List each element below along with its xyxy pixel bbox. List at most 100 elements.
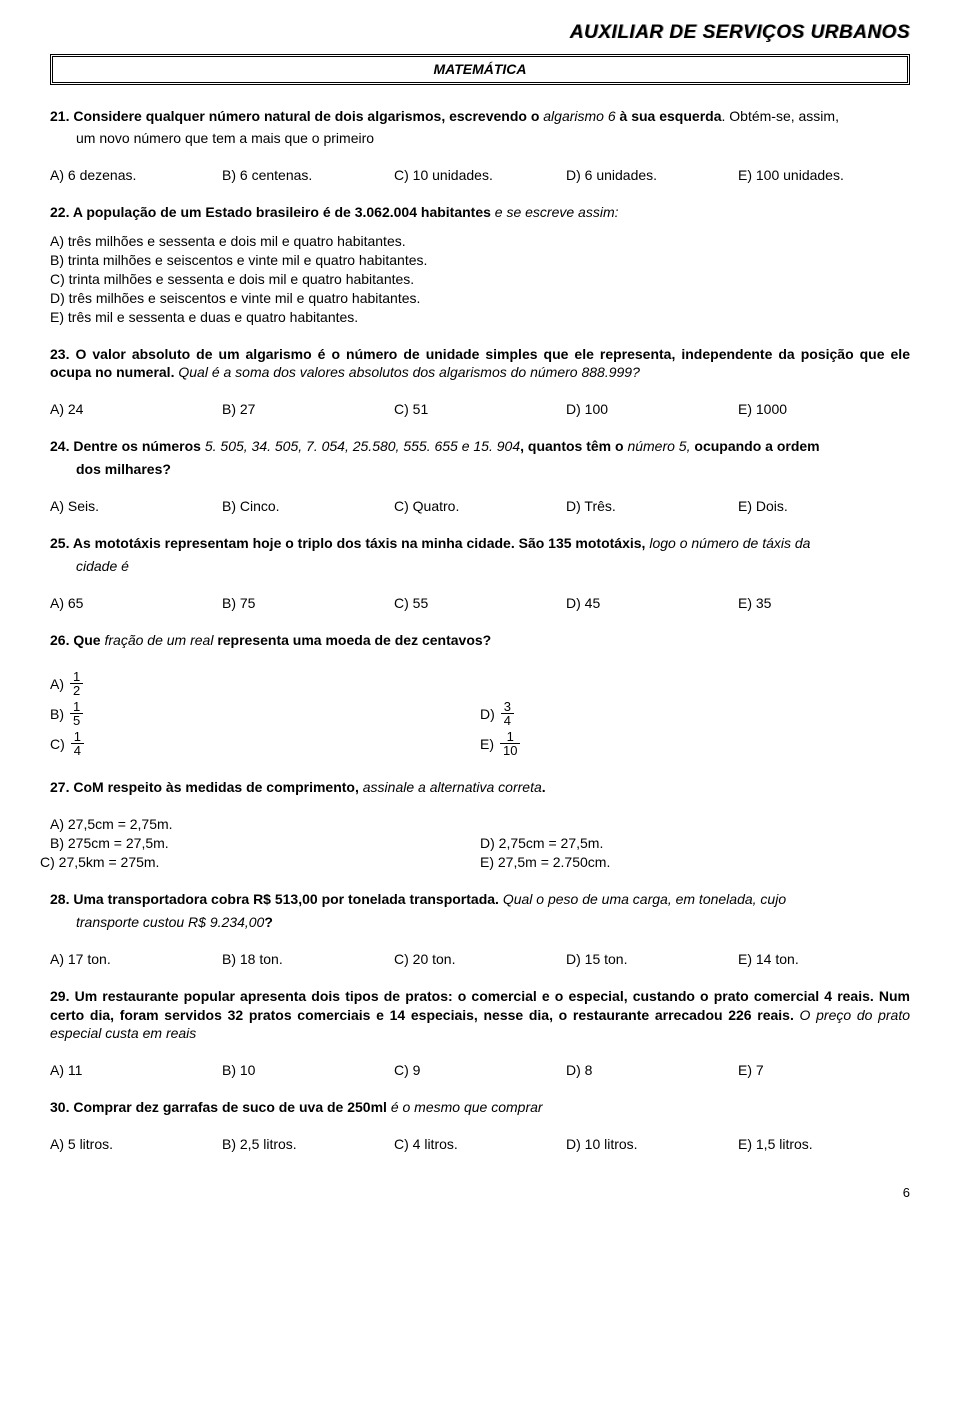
q21-num: 21. [50,108,69,124]
q23-c: C) 51 [394,400,566,419]
q25-e: E) 35 [738,594,910,613]
q21-t1c: . Obtém-se, assim, [721,108,838,124]
question-22: 22. A população de um Estado brasileiro … [50,203,910,326]
q27-num: 27. [50,779,69,795]
q29-b1: Um restaurante popular apresenta dois ti… [50,988,910,1023]
q22-i1: e se escreve assim: [491,204,619,220]
q26-bd: 5 [70,714,83,727]
q22-c: C) trinta milhões e sessenta e dois mil … [50,270,910,289]
subject-label: MATEMÁTICA [433,61,526,77]
q30-a: A) 5 litros. [50,1135,222,1154]
q24-i1: 5. 505, 34. 505, 7. 054, 25.580, 555. 65… [201,438,520,454]
q30-i1: é o mesmo que comprar [387,1099,543,1115]
q25-d: D) 45 [566,594,738,613]
q25-b: B) 75 [222,594,394,613]
q30-d: D) 10 litros. [566,1135,738,1154]
q24-indent: dos milhares? [50,460,910,479]
q22-e: E) três mil e sessenta e duas e quatro h… [50,308,910,327]
q26-e-frac: 110 [500,730,520,757]
q29-c: C) 9 [394,1061,566,1080]
question-27: 27. CoM respeito às medidas de comprimen… [50,778,910,797]
q28-indent: transporte custou R$ 9.234,00 [76,914,264,930]
q25-i1: logo o número de táxis da [645,535,810,551]
q26-cn: 1 [71,730,84,744]
q27-b: B) 275cm = 27,5m. [50,834,480,853]
q25-indent: cidade é [50,557,910,576]
q26-b1: Que [69,632,100,648]
q21-c: C) 10 unidades. [394,166,566,185]
q29-b: B) 10 [222,1061,394,1080]
q21-a: A) 6 dezenas. [50,166,222,185]
q28-options: A) 17 ton. B) 18 ton. C) 20 ton. D) 15 t… [50,950,910,969]
q26-b-frac: 15 [70,700,83,727]
q26-b2: representa uma moeda de dez centavos? [213,632,491,648]
q23-i1: Qual é a soma dos valores absolutos dos … [174,364,639,380]
q28-c: C) 20 ton. [394,950,566,969]
q23-a: A) 24 [50,400,222,419]
question-24: 24. Dentre os números 5. 505, 34. 505, 7… [50,437,910,479]
q24-b2: , quantos têm o [520,438,623,454]
q23-b: B) 27 [222,400,394,419]
q30-num: 30. [50,1099,69,1115]
q22-t1: A população de um Estado brasileiro é de… [69,204,490,220]
q27-a: A) 27,5cm = 2,75m. [50,815,480,834]
q24-c: C) Quatro. [394,497,566,516]
q30-e: E) 1,5 litros. [738,1135,910,1154]
q21-b1b: sua esquerda [627,108,721,124]
q28-d: D) 15 ton. [566,950,738,969]
q21-t1: Considere qualquer número natural de doi… [73,108,539,124]
q29-d: D) 8 [566,1061,738,1080]
q24-b: B) Cinco. [222,497,394,516]
q25-num: 25. [50,535,69,551]
q27-b2: . [542,779,546,795]
page-number: 6 [50,1184,910,1202]
question-28: 28. Uma transportadora cobra R$ 513,00 p… [50,890,910,932]
q21-indent: um novo número que tem a mais que o prim… [50,129,910,148]
question-23: 23. O valor absoluto de um algarismo é o… [50,345,910,383]
q24-e: E) Dois. [738,497,910,516]
q23-e: E) 1000 [738,400,910,419]
q25-c: C) 55 [394,594,566,613]
q26-cd: 4 [71,744,84,757]
q25-a: A) 65 [50,594,222,613]
q24-a: A) Seis. [50,497,222,516]
q26-d: D) 34 [480,700,910,727]
q30-options: A) 5 litros. B) 2,5 litros. C) 4 litros.… [50,1135,910,1154]
q26-a: A) 12 [50,670,480,697]
q27-i1: assinale a alternativa correta [359,779,542,795]
q24-b3: ocupando a ordem [691,438,820,454]
q29-a: A) 11 [50,1061,222,1080]
q27-options: A) 27,5cm = 2,75m. B) 275cm = 27,5m. C) … [50,815,910,872]
question-26: 26. Que fração de um real representa uma… [50,631,910,650]
q28-e: E) 14 ton. [738,950,910,969]
q29-e: E) 7 [738,1061,910,1080]
q23-d: D) 100 [566,400,738,419]
q30-c: C) 4 litros. [394,1135,566,1154]
q28-b2: ? [264,914,273,930]
q26-i1: fração de um real [101,632,214,648]
q23-options: A) 24 B) 27 C) 51 D) 100 E) 1000 [50,400,910,419]
page-header: AUXILIAR DE SERVIÇOS URBANOS [50,20,910,46]
q25-b1: As mototáxis representam hoje o triplo d… [69,535,645,551]
q26-an: 1 [70,670,83,684]
question-29: 29. Um restaurante popular apresenta doi… [50,987,910,1044]
question-30: 30. Comprar dez garrafas de suco de uva … [50,1098,910,1117]
q26-e: E) 110 [480,730,910,757]
q22-num: 22. [50,204,69,220]
q26-bn: 1 [70,700,83,714]
q22-d: D) três milhões e seiscentos e vinte mil… [50,289,910,308]
question-21: 21. Considere qualquer número natural de… [50,107,910,149]
q26-d-label: D) [480,705,495,724]
q26-d-frac: 34 [501,700,514,727]
q28-a: A) 17 ton. [50,950,222,969]
q27-d: D) 2,75cm = 27,5m. [480,834,910,853]
q26-options: A) 12 B) 15 C) 14 D) 34 E) 110 [50,667,910,760]
q26-dd: 4 [501,714,514,727]
question-25: 25. As mototáxis representam hoje o trip… [50,534,910,576]
q21-i1: algarismo 6 [539,108,619,124]
q24-d: D) Três. [566,497,738,516]
q24-i2: número 5, [624,438,691,454]
q30-b1: Comprar dez garrafas de suco de uva de 2… [69,1099,386,1115]
q26-b-label: B) [50,705,64,724]
q28-i1: Qual o peso de uma carga, em tonelada, c… [499,891,786,907]
